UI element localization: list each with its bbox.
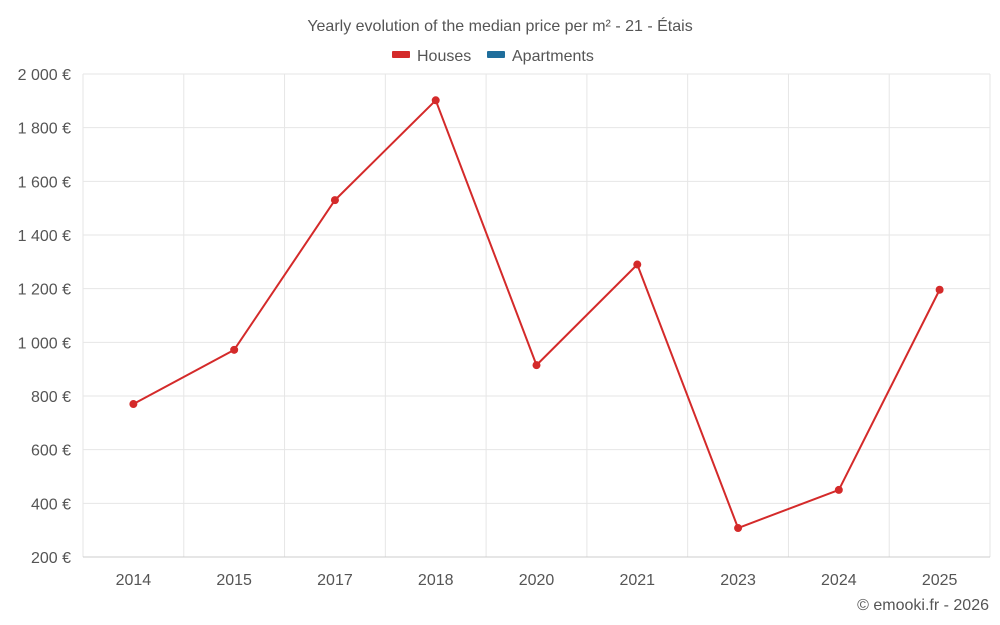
y-tick-label: 400 € [31, 496, 71, 513]
houses-data-point[interactable] [834, 485, 843, 494]
houses-data-point[interactable] [532, 361, 541, 370]
x-tick-label: 2020 [519, 572, 555, 589]
y-tick-label: 200 € [31, 550, 71, 567]
x-tick-label: 2024 [821, 572, 857, 589]
chart-title: Yearly evolution of the median price per… [307, 16, 692, 35]
x-gridlines [82, 74, 991, 557]
legend: Houses Apartments [392, 48, 594, 65]
houses-data-point[interactable] [633, 260, 642, 269]
y-tick-label: 1 800 € [18, 121, 71, 138]
x-tick-label: 2018 [418, 572, 454, 589]
houses-data-point[interactable] [230, 345, 239, 354]
legend-swatch-houses [392, 51, 410, 58]
y-tick-label: 600 € [31, 443, 71, 460]
x-tick-label: 2023 [720, 572, 756, 589]
x-axis-ticks: 2014 2015 2017 2018 2020 2021 2023 2024 2025 [116, 572, 958, 589]
credit-text: © emooki.fr - 2026 [857, 597, 989, 614]
houses-data-point[interactable] [129, 400, 138, 409]
houses-data-point[interactable] [935, 285, 944, 294]
houses-line [132, 99, 941, 530]
x-tick-label: 2025 [922, 572, 958, 589]
x-tick-label: 2015 [216, 572, 252, 589]
x-tick-label: 2017 [317, 572, 353, 589]
y-tick-label: 2 000 € [18, 67, 71, 84]
legend-swatch-apartments [487, 51, 505, 58]
y-tick-label: 1 200 € [18, 282, 71, 299]
y-tick-label: 1 600 € [18, 174, 71, 191]
y-axis-ticks: 200 € 400 € 600 € 800 € 1 000 € 1 200 € 1 400 … [18, 67, 71, 567]
x-tick-label: 2014 [116, 572, 152, 589]
y-gridlines [83, 73, 990, 504]
legend-label-apartments: Apartments [512, 48, 594, 65]
legend-label-houses: Houses [417, 48, 471, 65]
y-tick-label: 800 € [31, 389, 71, 406]
y-tick-label: 1 400 € [18, 228, 71, 245]
houses-data-point[interactable] [734, 524, 743, 533]
x-tick-label: 2021 [619, 572, 655, 589]
legend-item-apartments[interactable]: Apartments [487, 48, 594, 65]
y-tick-label: 1 000 € [18, 335, 71, 352]
legend-item-houses[interactable]: Houses [392, 48, 471, 65]
series-houses [129, 96, 944, 533]
houses-data-point[interactable] [431, 96, 440, 105]
houses-data-point[interactable] [330, 196, 339, 205]
